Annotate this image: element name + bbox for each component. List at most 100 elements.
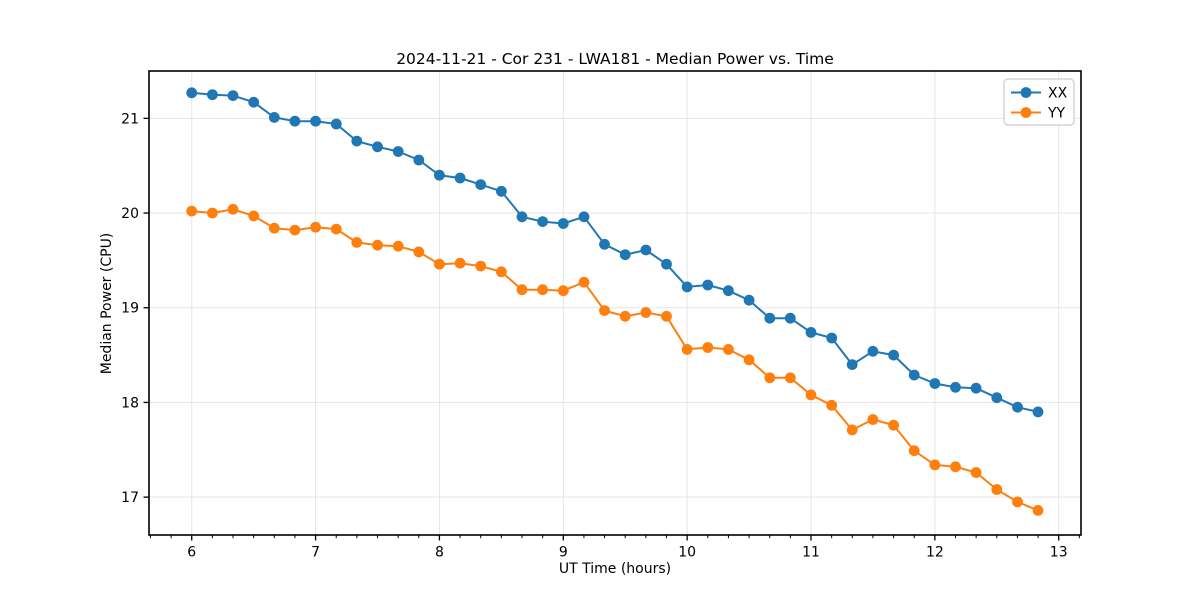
y-tick-label: 21 bbox=[121, 111, 139, 127]
data-point bbox=[310, 115, 321, 127]
data-point bbox=[888, 349, 899, 361]
data-point bbox=[207, 207, 218, 219]
data-point bbox=[929, 378, 941, 389]
legend-marker bbox=[1020, 107, 1032, 118]
data-point bbox=[578, 211, 590, 223]
axis-ticks bbox=[143, 117, 1080, 541]
data-point bbox=[764, 312, 776, 324]
data-point bbox=[330, 118, 342, 130]
data-point bbox=[950, 381, 961, 393]
axes-spines bbox=[148, 70, 1082, 536]
data-point bbox=[723, 285, 734, 297]
x-tick-label: 13 bbox=[1050, 545, 1068, 561]
data-point bbox=[908, 369, 920, 381]
data-series bbox=[186, 87, 1044, 516]
data-point bbox=[826, 332, 838, 344]
data-point bbox=[991, 484, 1003, 495]
y-tick-label: 18 bbox=[121, 395, 139, 411]
data-point bbox=[908, 445, 920, 457]
data-point bbox=[619, 310, 631, 322]
series-markers-YY bbox=[186, 203, 1044, 516]
legend-label: XX bbox=[1048, 85, 1068, 101]
data-point bbox=[434, 169, 445, 181]
data-point bbox=[846, 359, 858, 370]
x-axis-label: UT Time (hours) bbox=[559, 561, 671, 577]
y-tick-label: 20 bbox=[121, 206, 139, 222]
data-point bbox=[537, 216, 548, 228]
y-tick-label: 19 bbox=[121, 301, 139, 317]
legend-marker bbox=[1020, 87, 1032, 98]
data-point bbox=[640, 244, 652, 256]
data-point bbox=[991, 392, 1003, 404]
data-point bbox=[351, 135, 363, 147]
x-tick-label: 7 bbox=[311, 545, 320, 561]
data-point bbox=[723, 344, 734, 355]
data-point bbox=[578, 276, 590, 288]
series-markers-XX bbox=[186, 87, 1044, 418]
data-point bbox=[413, 154, 425, 166]
axis-tick-labels: 6 7 8 9 10 11 12 13 17 18 19 20 21 bbox=[121, 111, 1067, 560]
data-point bbox=[805, 389, 817, 401]
data-point bbox=[207, 89, 218, 101]
data-point bbox=[970, 467, 982, 478]
data-point bbox=[743, 354, 755, 366]
legend-entry-YY: YY bbox=[1011, 105, 1066, 121]
data-point bbox=[867, 345, 879, 357]
chart-title: 2024-11-21 - Cor 231 - LWA181 - Median P… bbox=[396, 50, 834, 68]
data-point bbox=[970, 382, 982, 394]
data-point bbox=[1012, 496, 1023, 508]
series-line-XX bbox=[190, 91, 1039, 413]
data-point bbox=[1032, 406, 1044, 418]
data-point bbox=[496, 185, 507, 197]
legend-label: YY bbox=[1047, 105, 1066, 121]
data-point bbox=[454, 257, 466, 269]
data-point bbox=[846, 424, 858, 436]
data-point bbox=[186, 205, 198, 217]
data-point bbox=[702, 279, 714, 291]
x-tick-label: 6 bbox=[187, 545, 196, 561]
data-point bbox=[867, 414, 879, 425]
x-tick-label: 10 bbox=[678, 545, 696, 561]
data-point bbox=[619, 249, 631, 261]
data-point bbox=[557, 218, 569, 229]
data-point bbox=[950, 461, 961, 473]
data-point bbox=[392, 240, 404, 252]
data-point bbox=[454, 172, 466, 184]
x-tick-label: 12 bbox=[926, 545, 944, 561]
y-axis-label: Median Power (CPU) bbox=[99, 233, 115, 375]
y-tick-label: 17 bbox=[121, 490, 139, 506]
data-point bbox=[372, 141, 383, 153]
data-point bbox=[557, 285, 569, 297]
series-line-YY bbox=[190, 208, 1039, 512]
data-point bbox=[661, 258, 672, 270]
legend: XX YY bbox=[1003, 78, 1075, 126]
data-point bbox=[475, 260, 487, 272]
data-point bbox=[310, 221, 321, 233]
legend-entry-XX: XX bbox=[1011, 85, 1068, 101]
x-tick-label: 8 bbox=[435, 545, 444, 561]
data-point bbox=[681, 281, 693, 293]
data-point bbox=[516, 211, 528, 223]
data-point bbox=[599, 305, 610, 316]
data-point bbox=[289, 115, 301, 127]
data-point bbox=[640, 307, 652, 318]
data-point bbox=[434, 258, 445, 270]
data-point bbox=[392, 146, 404, 157]
data-point bbox=[330, 223, 342, 235]
data-point bbox=[661, 310, 672, 322]
data-point bbox=[764, 372, 776, 384]
data-point bbox=[1032, 505, 1044, 516]
data-point bbox=[743, 294, 755, 306]
data-point bbox=[351, 237, 363, 248]
data-point bbox=[248, 96, 260, 108]
data-point bbox=[888, 419, 899, 431]
data-point bbox=[268, 222, 280, 234]
plot-border bbox=[148, 70, 1082, 536]
data-point bbox=[929, 459, 941, 471]
data-point bbox=[826, 399, 838, 411]
data-point bbox=[413, 246, 425, 258]
data-point bbox=[496, 266, 507, 278]
data-point bbox=[681, 344, 693, 355]
